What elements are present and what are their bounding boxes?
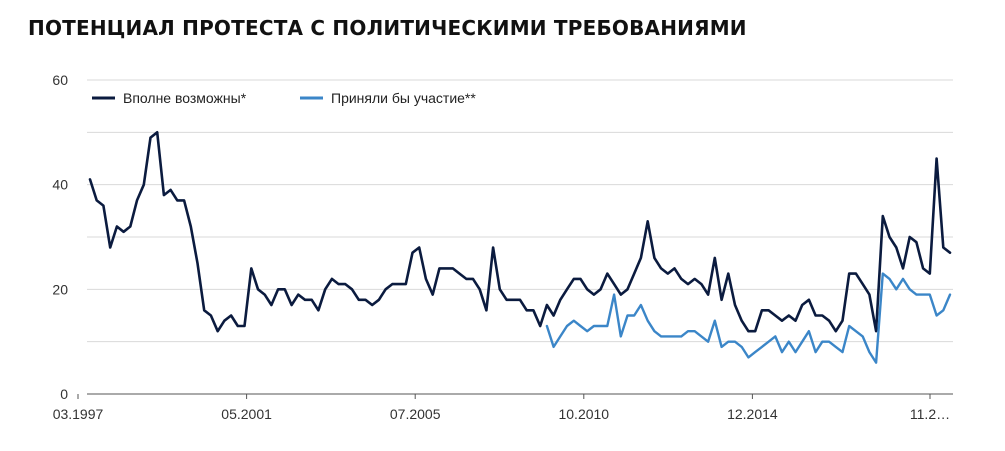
x-tick-label: 10.2010 — [558, 406, 609, 422]
x-tick-label: 03.1997 — [53, 406, 104, 422]
x-axis-ticks: 03.1997 05.2001 07.2005 10.2010 12.2014 11.2… — [53, 394, 950, 422]
series-lines — [88, 131, 952, 364]
x-tick-label: 11.2… — [910, 406, 950, 422]
x-tick-label: 05.2001 — [221, 406, 272, 422]
series-line-2 — [545, 272, 952, 364]
y-axis-ticks: 0 20 40 60 — [52, 72, 68, 402]
x-tick-label: 12.2014 — [727, 406, 778, 422]
legend-label-1: Вполне возможны* — [123, 90, 247, 106]
series-line-1 — [88, 131, 952, 333]
y-tick-label: 60 — [52, 72, 68, 88]
legend: Вполне возможны* Приняли бы участие** — [92, 90, 476, 106]
legend-label-2: Приняли бы участие** — [331, 90, 476, 106]
y-tick-label: 20 — [52, 281, 68, 297]
gridlines — [87, 79, 953, 395]
chart-title: ПОТЕНЦИАЛ ПРОТЕСТА С ПОЛИТИЧЕСКИМИ ТРЕБО… — [28, 16, 747, 40]
y-tick-label: 40 — [52, 177, 68, 193]
y-tick-label: 0 — [60, 386, 68, 402]
x-tick-label: 07.2005 — [390, 406, 441, 422]
